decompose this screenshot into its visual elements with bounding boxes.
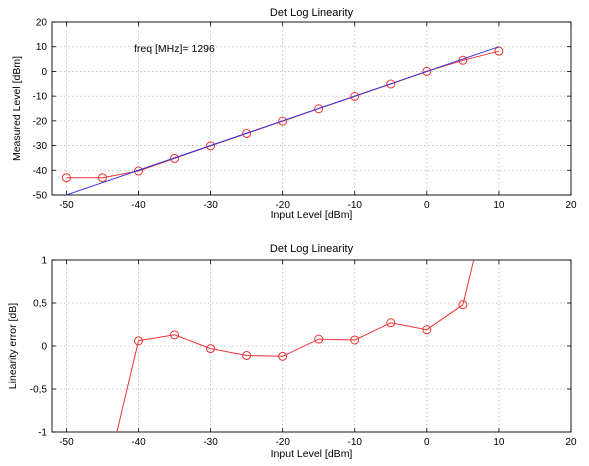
x-tick-label: 20 [565,437,577,448]
x-tick-label: 20 [565,200,577,211]
data-point [97,173,107,183]
y-tick-label: 20 [36,18,48,29]
data-point [61,173,71,183]
data-point [134,166,143,176]
x-tick-label: -50 [59,200,74,211]
y-tick-label: 0 [41,342,47,353]
series-group [116,260,475,432]
data-point [278,351,288,361]
series-group [61,46,504,195]
y-tick-label: 0 [41,67,47,78]
plot-frame [51,21,572,196]
chart-title: Det Log Linearity [270,243,354,255]
x-tick-label: -30 [203,200,218,211]
y-tick-label: -50 [33,191,48,202]
x-tick-label: 0 [424,200,430,211]
x-tick-label: -50 [59,437,74,448]
x-tick-label: -40 [131,437,146,448]
x-tick-label: 10 [493,200,505,211]
data-point [422,325,432,335]
y-tick-label: 0,5 [33,299,47,310]
x-tick-label: -20 [275,200,290,211]
y-tick-label: 10 [36,42,48,53]
data-point [422,66,432,76]
data-point [278,116,288,126]
data-point [314,334,324,344]
x-tick-label: -20 [275,437,290,448]
x-tick-label: -30 [203,437,218,448]
chart-panel-2: -50 -40 -30 -20 -10 0 10 20 -1 -0,5 0 0,5 1 Det Log L… [7,243,577,460]
x-axis-label: Input Level [dBm] [271,448,353,460]
data-point [386,79,396,89]
y-tick-label: -30 [33,141,48,152]
data-point [206,141,216,151]
data-point [458,300,468,310]
data-point [314,104,324,114]
measured-line [462,260,475,305]
x-tick-label: -10 [348,437,363,448]
y-tick-label: -0,5 [30,385,48,396]
data-point [170,330,180,340]
data-point [242,350,252,360]
y-axis-label: Linearity error [dB] [7,303,19,389]
chart-panel-1: -50 -40 -30 -20 -10 0 10 20 -50 -40 -30 -20 -10 0 10 20… [11,7,577,221]
x-tick-label: 10 [493,437,505,448]
x-axis-label: Input Level [dBm] [271,209,353,221]
data-point [350,335,360,345]
data-point [242,128,252,138]
x-tick-label: -10 [348,200,363,211]
measured-line [116,340,139,432]
y-tick-label: -20 [33,116,48,127]
x-tick-label: 0 [424,437,430,448]
data-point [350,91,360,101]
y-tick-label: -10 [33,92,48,103]
y-tick-label: -40 [33,166,48,177]
data-point [206,344,216,354]
ideal-line [64,46,500,195]
y-tick-label: 1 [41,256,47,267]
annotation-frequency: freq [MHz]= 1296 [134,43,215,55]
x-tick-label: -40 [131,200,146,211]
measured-line [138,304,464,357]
y-tick-label: -1 [38,428,47,439]
data-point [134,336,143,346]
chart-title: Det Log Linearity [270,7,354,19]
data-point [170,153,180,163]
y-axis-label: Measured Level [dBm] [11,56,23,161]
data-point [386,318,396,328]
